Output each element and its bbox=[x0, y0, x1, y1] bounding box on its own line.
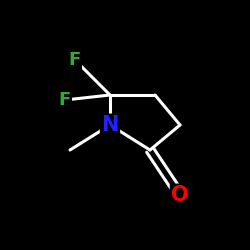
Text: F: F bbox=[59, 91, 71, 109]
Text: O: O bbox=[171, 185, 189, 205]
Text: N: N bbox=[101, 115, 119, 135]
Text: F: F bbox=[69, 51, 81, 69]
